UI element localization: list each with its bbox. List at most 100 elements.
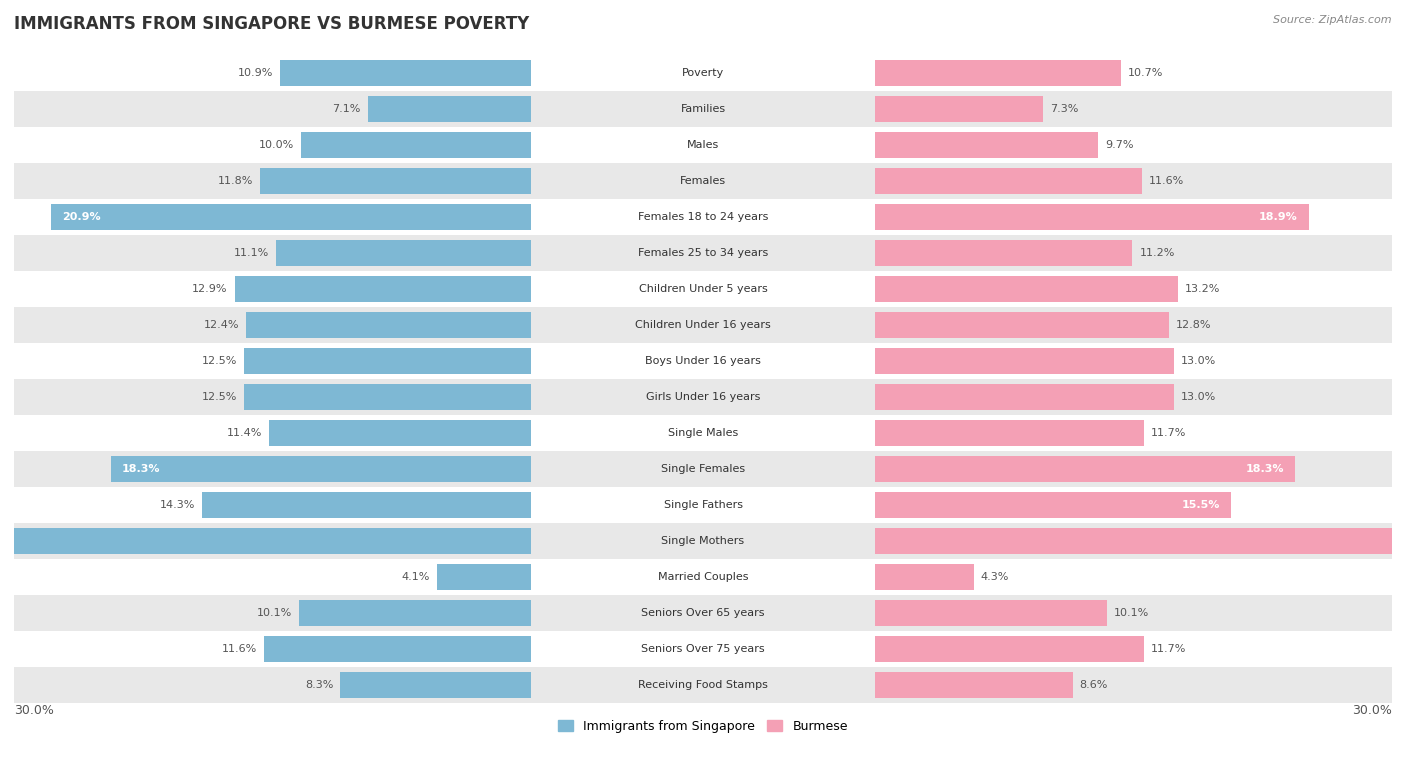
Text: 18.9%: 18.9% <box>1258 212 1298 222</box>
Text: 11.6%: 11.6% <box>1149 176 1184 186</box>
Bar <box>875 456 1295 482</box>
Legend: Immigrants from Singapore, Burmese: Immigrants from Singapore, Burmese <box>553 715 853 738</box>
Text: Poverty: Poverty <box>682 68 724 78</box>
Text: Seniors Over 65 years: Seniors Over 65 years <box>641 608 765 618</box>
Text: Children Under 5 years: Children Under 5 years <box>638 284 768 294</box>
Bar <box>875 672 1073 698</box>
Bar <box>14 559 1392 595</box>
Bar <box>14 487 1392 523</box>
Bar <box>875 132 1098 158</box>
Text: 30.0%: 30.0% <box>14 704 53 717</box>
Text: Single Females: Single Females <box>661 464 745 474</box>
Text: Females: Females <box>681 176 725 186</box>
Text: 11.4%: 11.4% <box>226 428 262 438</box>
Bar <box>14 235 1392 271</box>
Bar <box>14 127 1392 163</box>
Text: 11.7%: 11.7% <box>1152 644 1187 654</box>
Bar <box>875 636 1144 662</box>
Text: 13.0%: 13.0% <box>1181 392 1216 402</box>
Text: 10.1%: 10.1% <box>1114 608 1149 618</box>
Bar <box>14 343 1392 379</box>
Bar <box>14 667 1392 703</box>
Text: 30.0%: 30.0% <box>1353 704 1392 717</box>
Bar <box>260 168 531 194</box>
Bar <box>875 204 1309 230</box>
Bar <box>299 600 531 626</box>
Text: 4.3%: 4.3% <box>981 572 1010 582</box>
Bar <box>14 55 1392 91</box>
Bar <box>340 672 531 698</box>
Text: Single Males: Single Males <box>668 428 738 438</box>
Text: Source: ZipAtlas.com: Source: ZipAtlas.com <box>1274 15 1392 25</box>
Bar <box>14 631 1392 667</box>
Text: 18.3%: 18.3% <box>122 464 160 474</box>
Text: 7.3%: 7.3% <box>1050 104 1078 114</box>
Text: IMMIGRANTS FROM SINGAPORE VS BURMESE POVERTY: IMMIGRANTS FROM SINGAPORE VS BURMESE POV… <box>14 15 529 33</box>
Text: 7.1%: 7.1% <box>332 104 361 114</box>
Text: 10.0%: 10.0% <box>259 140 294 150</box>
Bar <box>875 564 974 590</box>
Bar <box>875 420 1144 446</box>
Bar <box>14 379 1392 415</box>
Bar <box>875 312 1170 338</box>
Bar <box>264 636 531 662</box>
Text: 11.6%: 11.6% <box>222 644 257 654</box>
Bar <box>111 456 531 482</box>
Bar <box>14 523 1392 559</box>
Bar <box>14 415 1392 451</box>
Text: 13.2%: 13.2% <box>1185 284 1220 294</box>
Text: 10.7%: 10.7% <box>1128 68 1163 78</box>
Bar <box>243 384 531 410</box>
Bar <box>875 600 1107 626</box>
Text: Girls Under 16 years: Girls Under 16 years <box>645 392 761 402</box>
Text: 13.0%: 13.0% <box>1181 356 1216 366</box>
Text: 12.5%: 12.5% <box>201 356 236 366</box>
Text: 10.9%: 10.9% <box>238 68 274 78</box>
Bar <box>280 60 531 86</box>
Bar <box>368 96 531 122</box>
Bar <box>875 96 1043 122</box>
Bar <box>875 348 1174 374</box>
Bar <box>269 420 531 446</box>
Text: 14.3%: 14.3% <box>160 500 195 510</box>
Text: Married Couples: Married Couples <box>658 572 748 582</box>
Text: 12.5%: 12.5% <box>201 392 236 402</box>
Text: 11.2%: 11.2% <box>1139 248 1174 258</box>
Bar <box>301 132 531 158</box>
Text: Children Under 16 years: Children Under 16 years <box>636 320 770 330</box>
Bar <box>875 384 1174 410</box>
Bar <box>875 492 1232 518</box>
Text: Single Mothers: Single Mothers <box>661 536 745 546</box>
Text: 18.3%: 18.3% <box>1246 464 1284 474</box>
Text: Families: Families <box>681 104 725 114</box>
Bar <box>875 276 1178 302</box>
Bar <box>14 91 1392 127</box>
Bar <box>235 276 531 302</box>
Bar <box>243 348 531 374</box>
Text: 11.1%: 11.1% <box>233 248 269 258</box>
Text: 4.1%: 4.1% <box>401 572 430 582</box>
Text: Receiving Food Stamps: Receiving Food Stamps <box>638 680 768 690</box>
Bar <box>14 271 1392 307</box>
Bar <box>276 240 531 266</box>
Bar <box>246 312 531 338</box>
Text: 10.1%: 10.1% <box>257 608 292 618</box>
Bar <box>14 163 1392 199</box>
Text: 12.4%: 12.4% <box>204 320 239 330</box>
Bar <box>437 564 531 590</box>
Text: 11.8%: 11.8% <box>218 176 253 186</box>
Text: 12.8%: 12.8% <box>1175 320 1212 330</box>
Bar <box>14 595 1392 631</box>
Text: 8.6%: 8.6% <box>1080 680 1108 690</box>
Bar <box>0 528 531 554</box>
Text: 12.9%: 12.9% <box>193 284 228 294</box>
Text: Single Fathers: Single Fathers <box>664 500 742 510</box>
Bar <box>875 240 1132 266</box>
Text: 15.5%: 15.5% <box>1181 500 1219 510</box>
Text: 8.3%: 8.3% <box>305 680 333 690</box>
Bar <box>51 204 531 230</box>
Bar <box>875 168 1142 194</box>
Text: 11.7%: 11.7% <box>1152 428 1187 438</box>
Text: Females 25 to 34 years: Females 25 to 34 years <box>638 248 768 258</box>
Text: Females 18 to 24 years: Females 18 to 24 years <box>638 212 768 222</box>
